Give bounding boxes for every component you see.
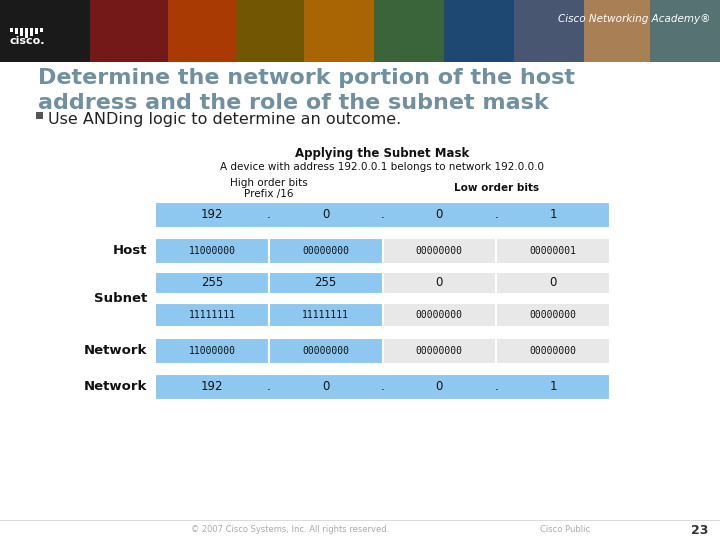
Bar xyxy=(269,303,382,327)
Text: Network: Network xyxy=(84,381,147,394)
Bar xyxy=(382,272,496,294)
Bar xyxy=(0,0,720,62)
Text: 00000000: 00000000 xyxy=(302,246,349,256)
Bar xyxy=(496,303,610,327)
Text: 1: 1 xyxy=(549,381,557,394)
Text: cisco.: cisco. xyxy=(10,36,45,46)
Text: 00000000: 00000000 xyxy=(416,310,463,320)
Text: 192: 192 xyxy=(201,208,223,221)
Text: 0: 0 xyxy=(436,381,443,394)
Bar xyxy=(496,272,610,294)
Text: 00000000: 00000000 xyxy=(302,346,349,356)
Text: 11111111: 11111111 xyxy=(189,310,235,320)
Bar xyxy=(155,303,269,327)
Text: address and the role of the subnet mask: address and the role of the subnet mask xyxy=(38,93,549,113)
Text: 0: 0 xyxy=(436,276,443,289)
Text: .: . xyxy=(381,208,384,221)
Text: © 2007 Cisco Systems, Inc. All rights reserved.: © 2007 Cisco Systems, Inc. All rights re… xyxy=(191,525,389,535)
Bar xyxy=(155,338,269,364)
Bar xyxy=(155,238,269,264)
Text: 00000001: 00000001 xyxy=(530,246,577,256)
Text: 0: 0 xyxy=(322,208,329,221)
Text: 0: 0 xyxy=(322,381,329,394)
Bar xyxy=(269,272,382,294)
Text: Applying the Subnet Mask: Applying the Subnet Mask xyxy=(295,147,469,160)
Bar xyxy=(35,28,38,34)
Text: Network: Network xyxy=(84,345,147,357)
Bar xyxy=(155,374,610,400)
Bar xyxy=(155,202,610,228)
Text: .: . xyxy=(381,381,384,394)
Text: 192: 192 xyxy=(201,381,223,394)
Bar xyxy=(20,28,23,36)
Text: Low order bits: Low order bits xyxy=(454,183,539,193)
Text: 11000000: 11000000 xyxy=(189,246,235,256)
Text: A device with address 192.0.0.1 belongs to network 192.0.0.0: A device with address 192.0.0.1 belongs … xyxy=(220,162,544,172)
Bar xyxy=(304,0,374,62)
Bar xyxy=(90,0,168,62)
Text: Subnet: Subnet xyxy=(94,293,147,306)
Bar xyxy=(40,28,43,32)
Bar xyxy=(236,0,304,62)
Text: 00000000: 00000000 xyxy=(416,246,463,256)
Bar xyxy=(10,28,13,32)
Bar xyxy=(15,28,18,34)
Text: .: . xyxy=(495,381,498,394)
Bar xyxy=(168,0,236,62)
Bar xyxy=(444,0,514,62)
Text: 11111111: 11111111 xyxy=(302,310,349,320)
Bar xyxy=(269,238,382,264)
Bar xyxy=(496,238,610,264)
Bar xyxy=(36,112,43,119)
Bar xyxy=(155,272,269,294)
Text: 00000000: 00000000 xyxy=(416,346,463,356)
Text: 0: 0 xyxy=(436,208,443,221)
Text: 11000000: 11000000 xyxy=(189,346,235,356)
Bar xyxy=(30,28,33,36)
Text: .: . xyxy=(267,381,271,394)
Text: 0: 0 xyxy=(549,276,557,289)
Text: Cisco Public: Cisco Public xyxy=(540,525,590,535)
Bar xyxy=(496,338,610,364)
Bar xyxy=(584,0,650,62)
Bar xyxy=(25,28,28,38)
Text: Determine the network portion of the host: Determine the network portion of the hos… xyxy=(38,68,575,88)
Bar xyxy=(514,0,584,62)
Bar xyxy=(382,303,496,327)
Text: Host: Host xyxy=(112,245,147,258)
Text: 00000000: 00000000 xyxy=(530,346,577,356)
Text: Cisco Networking Academy®: Cisco Networking Academy® xyxy=(557,14,710,24)
Bar xyxy=(382,338,496,364)
Text: 00000000: 00000000 xyxy=(530,310,577,320)
Text: High order bits: High order bits xyxy=(230,178,307,188)
Bar xyxy=(0,0,90,62)
Text: .: . xyxy=(495,208,498,221)
Text: .: . xyxy=(267,208,271,221)
Bar xyxy=(382,238,496,264)
Text: 1: 1 xyxy=(549,208,557,221)
Text: Prefix /16: Prefix /16 xyxy=(244,189,294,199)
Bar xyxy=(374,0,444,62)
Text: 23: 23 xyxy=(691,523,708,537)
Bar xyxy=(269,338,382,364)
Text: Use ANDing logic to determine an outcome.: Use ANDing logic to determine an outcome… xyxy=(48,112,401,127)
Bar xyxy=(650,0,720,62)
Text: 255: 255 xyxy=(315,276,337,289)
Text: 255: 255 xyxy=(201,276,223,289)
